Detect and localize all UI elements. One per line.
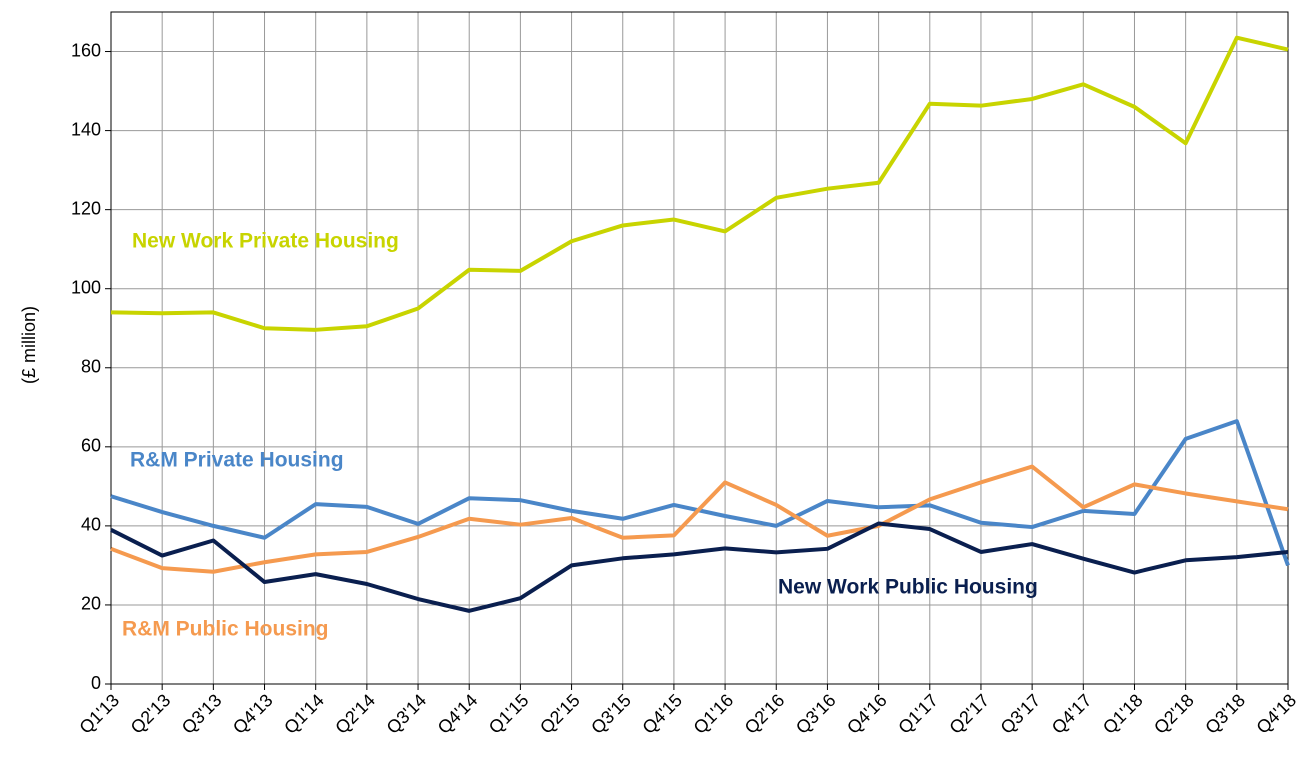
y-tick-label: 40: [81, 515, 101, 535]
x-tick-label: Q2'15: [536, 690, 584, 738]
x-tick-label: Q3'18: [1201, 690, 1249, 738]
y-tick-label: 0: [91, 673, 101, 693]
y-tick-label: 140: [71, 119, 101, 139]
x-tick-label: Q4'16: [843, 690, 891, 738]
x-tick-label: Q2'13: [127, 690, 175, 738]
x-tick-label: Q1'18: [1099, 690, 1147, 738]
x-tick-label: Q4'15: [638, 690, 686, 738]
x-tick-label: Q4'13: [229, 690, 277, 738]
series-line: [110, 35, 1289, 332]
y-tick-label: 120: [71, 198, 101, 218]
x-tick-label: Q1'13: [75, 690, 123, 738]
x-tick-label: Q1'14: [280, 690, 328, 738]
y-tick-label: 60: [81, 436, 101, 456]
y-tick-label: 100: [71, 277, 101, 297]
x-tick-label: Q3'17: [997, 690, 1045, 738]
series-line: [110, 464, 1289, 574]
series-label: New Work Public Housing: [778, 576, 1038, 599]
series-line: [110, 521, 1289, 613]
series-label: R&M Private Housing: [130, 449, 344, 472]
x-tick-label: Q3'13: [178, 690, 226, 738]
x-tick-label: Q3'16: [792, 690, 840, 738]
x-tick-label: Q2'17: [945, 690, 993, 738]
y-tick-label: 160: [71, 40, 101, 60]
x-tick-label: Q1'15: [485, 690, 533, 738]
x-tick-label: Q4'18: [1252, 690, 1300, 738]
x-tick-label: Q1'16: [690, 690, 738, 738]
x-tick-label: Q2'18: [1150, 690, 1198, 738]
x-tick-label: Q2'14: [331, 690, 379, 738]
y-axis-label: (£ million): [19, 306, 39, 384]
x-tick-label: Q4'17: [1048, 690, 1096, 738]
y-tick-label: 20: [81, 594, 101, 614]
plot-frame: [110, 11, 1289, 685]
x-tick-label: Q3'14: [383, 690, 431, 738]
series-label: New Work Private Housing: [132, 230, 399, 253]
x-tick-label: Q2'16: [741, 690, 789, 738]
x-tick-label: Q3'15: [587, 690, 635, 738]
series-label: R&M Public Housing: [122, 618, 329, 641]
x-tick-label: Q4'14: [434, 690, 482, 738]
y-tick-label: 80: [81, 357, 101, 377]
x-tick-label: Q1'17: [894, 690, 942, 738]
